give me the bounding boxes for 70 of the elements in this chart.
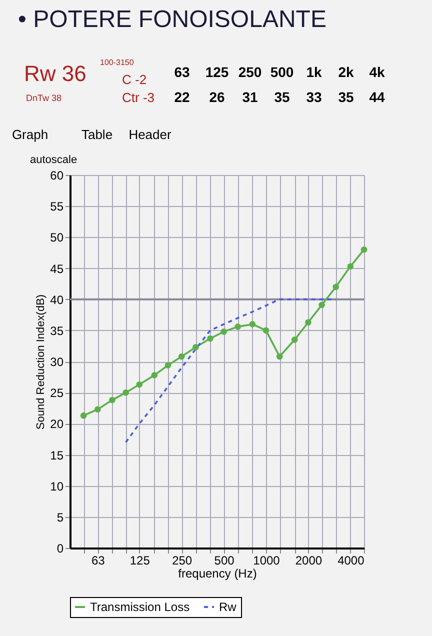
text: 100-3150: [100, 58, 134, 67]
text: 35: [274, 89, 290, 105]
x-tick-label: 125: [130, 554, 150, 568]
point: [94, 406, 101, 413]
x-tick-label: 500: [214, 554, 235, 568]
point: [305, 319, 312, 326]
point: [249, 321, 256, 328]
point: [136, 381, 143, 388]
text: 125: [205, 64, 229, 80]
x-axis-title: frequency (Hz): [178, 566, 257, 580]
point: [178, 353, 185, 360]
text: 33: [306, 89, 322, 105]
y-axis-title: Sound Reduction Index(dB): [35, 294, 48, 430]
y-tick-label: 15: [50, 448, 64, 462]
x-tick-label: 2000: [295, 554, 322, 568]
text: C -2: [122, 72, 147, 87]
y-tick-label: 25: [50, 386, 64, 400]
text: autoscale: [30, 154, 78, 166]
legend-label: Rw: [219, 600, 237, 614]
text: 2k: [338, 64, 354, 80]
point: [122, 389, 129, 396]
text: 63: [174, 64, 190, 80]
y-tick-label: 35: [50, 324, 64, 338]
point: [262, 327, 270, 334]
y-tick-label: 20: [50, 417, 64, 432]
legend-label: Transmission Loss: [90, 600, 190, 614]
text: DnTw 38: [26, 93, 62, 103]
point: [291, 336, 298, 343]
text: 4k: [369, 64, 385, 80]
y-tick-label: 5: [56, 510, 64, 524]
point: [347, 263, 354, 270]
y-tick-label: 45: [50, 262, 64, 276]
text: 31: [242, 89, 258, 105]
chart-title: • POTERE FONOISOLANTE: [18, 6, 326, 33]
point: [276, 353, 283, 360]
x-tick-label: 63: [91, 554, 106, 568]
point: [360, 246, 368, 253]
text: Graph: [12, 127, 48, 142]
text: 22: [174, 89, 190, 105]
text: 1k: [306, 64, 322, 80]
x-tick-label: 4000: [338, 554, 365, 568]
y-tick-label: 50: [50, 230, 64, 245]
text: 250: [238, 64, 262, 80]
line-series: [124, 298, 337, 444]
point: [109, 396, 116, 404]
y-tick-label: 0: [56, 542, 64, 556]
point: [80, 412, 87, 419]
point: [318, 302, 325, 308]
text: 44: [369, 89, 385, 105]
y-tick-label: 60: [50, 168, 64, 182]
y-tick-label: 10: [50, 479, 64, 494]
text: 500: [270, 64, 294, 80]
text: Table: [81, 127, 113, 142]
text: Ctr -3: [122, 90, 154, 105]
point: [192, 344, 199, 350]
x-tick-label: 1000: [253, 554, 280, 568]
point: [207, 335, 214, 342]
text: 35: [338, 89, 354, 105]
text: Rw 36: [24, 61, 86, 86]
text: 26: [209, 89, 225, 105]
point: [220, 328, 227, 335]
y-tick-label: 30: [50, 355, 64, 369]
x-tick-label: 250: [172, 554, 192, 568]
point: [234, 324, 242, 330]
point: [164, 362, 172, 368]
y-tick-label: 55: [50, 200, 64, 214]
point: [332, 284, 340, 290]
y-tick-label: 40: [50, 292, 64, 307]
text: Header: [128, 127, 172, 142]
point: [151, 372, 158, 378]
